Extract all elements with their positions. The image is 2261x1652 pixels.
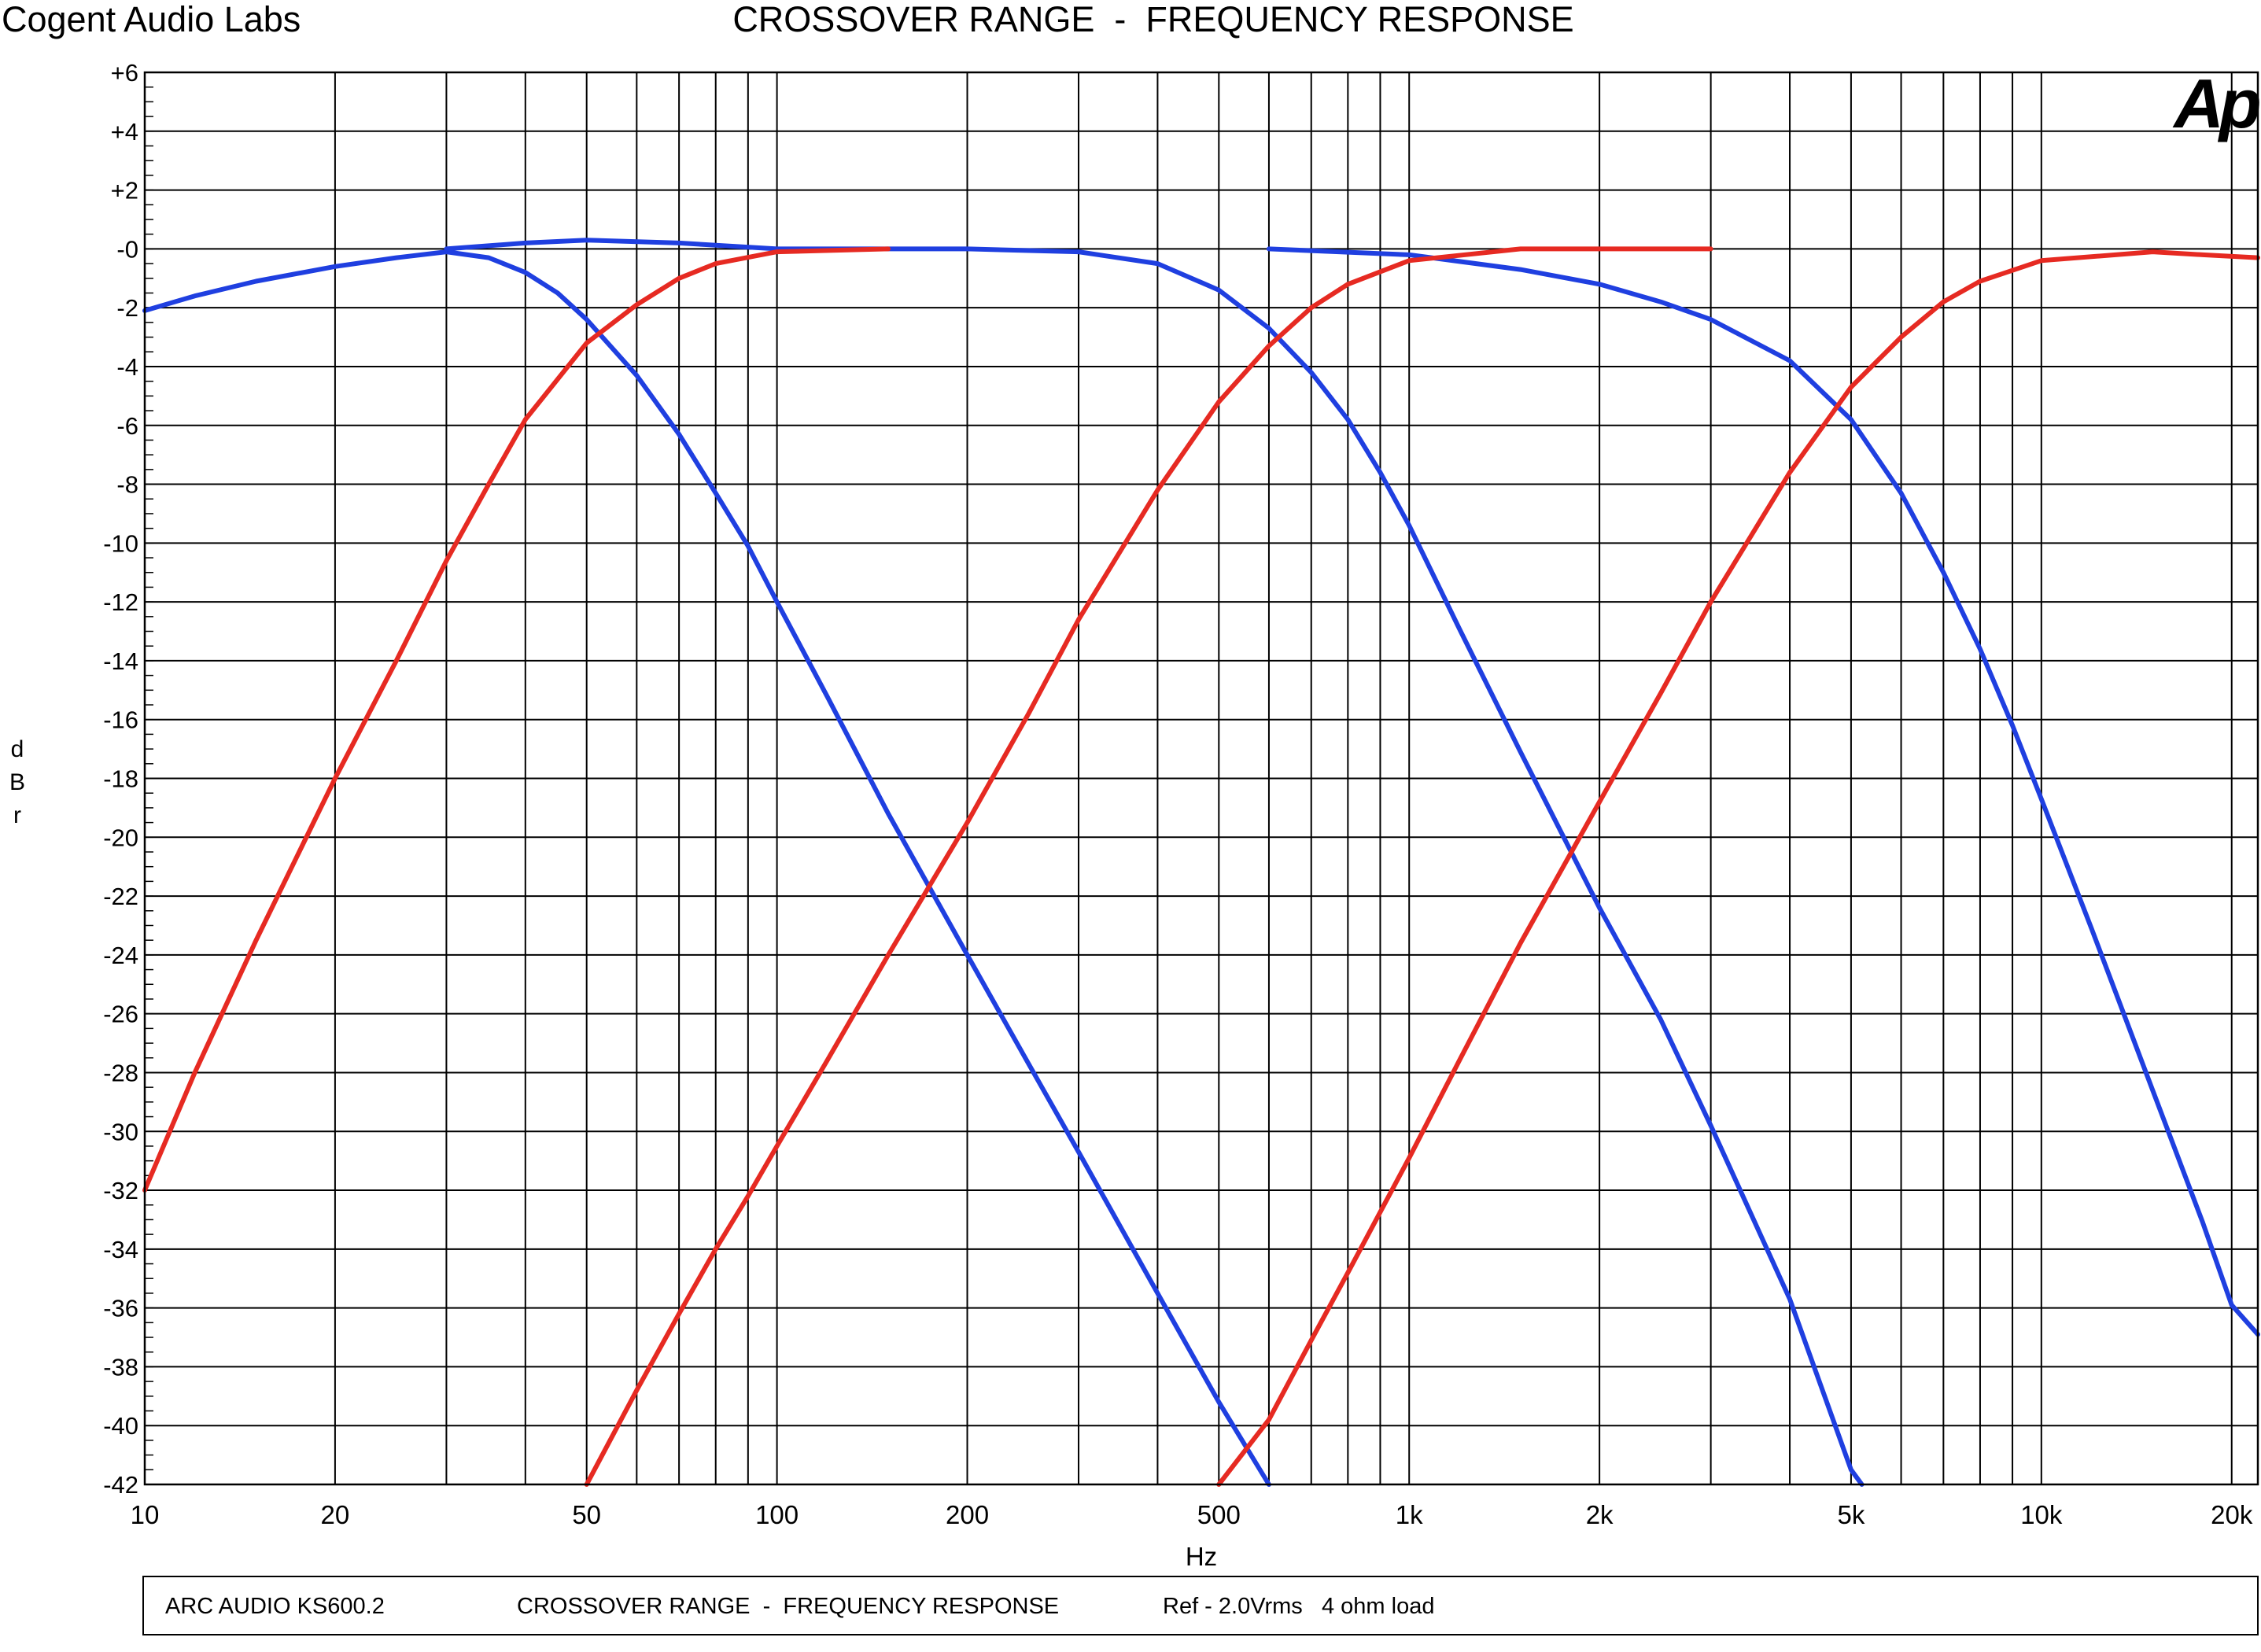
- x-tick-label: 10k: [2020, 1500, 2063, 1529]
- series-line-5: [584, 246, 1713, 1487]
- y-tick-label: +2: [111, 177, 138, 205]
- y-tick-label: -2: [116, 294, 138, 322]
- x-tick-label: 200: [946, 1500, 989, 1529]
- y-axis-label-char: r: [13, 802, 21, 828]
- footer-model: ARC AUDIO KS600.2: [165, 1594, 385, 1619]
- y-tick-label: +4: [111, 118, 138, 146]
- footer-reference: Ref - 2.0Vrms 4 ohm load: [1163, 1594, 1434, 1619]
- chart-title: CROSSOVER RANGE - FREQUENCY RESPONSE: [732, 0, 1573, 39]
- y-tick-label: -36: [103, 1295, 138, 1322]
- x-tick-label: 20k: [2211, 1500, 2253, 1529]
- y-tick-label: -30: [103, 1118, 138, 1145]
- y-tick-label: +6: [111, 59, 138, 87]
- y-tick-label: -4: [116, 353, 138, 381]
- x-tick-label: 1k: [1396, 1500, 1423, 1529]
- x-tick-label: 20: [321, 1500, 350, 1529]
- y-tick-label: -38: [103, 1353, 138, 1381]
- y-tick-label: -42: [103, 1471, 138, 1499]
- y-tick-label: -22: [103, 883, 138, 910]
- y-tick-label: -24: [103, 942, 138, 969]
- x-tick-label: 100: [755, 1500, 799, 1529]
- y-tick-label: -32: [103, 1177, 138, 1204]
- series-line-6: [1216, 249, 2260, 1487]
- x-tick-labels: 10 20 50 100 200 500 1k 2k 5k 10k 20k: [131, 1500, 2253, 1529]
- y-tick-label: -26: [103, 1001, 138, 1028]
- y-tick-label: -20: [103, 824, 138, 851]
- series-line-4: [142, 246, 891, 1193]
- y-axis-label-char: d: [11, 736, 24, 762]
- series-line-1: [142, 249, 1271, 1487]
- y-tick-label: -16: [103, 706, 138, 734]
- y-axis-label-char: B: [9, 769, 25, 795]
- footer-box: [142, 1576, 2259, 1635]
- y-tick-label: -18: [103, 765, 138, 793]
- plot-frame: [143, 71, 2259, 1486]
- company-name: Cogent Audio Labs: [2, 0, 301, 39]
- y-tick-label: -6: [116, 412, 138, 440]
- x-tick-label: 50: [572, 1500, 601, 1529]
- y-tick-label: -34: [103, 1236, 138, 1263]
- footer-description: CROSSOVER RANGE - FREQUENCY RESPONSE: [517, 1594, 1059, 1619]
- x-tick-label: 2k: [1586, 1500, 1614, 1529]
- series-line-3: [1266, 246, 2260, 1337]
- y-tick-label: -14: [103, 647, 138, 675]
- y-tick-labels: +6 +4 +2 -0 -2 -4 -6 -8 -10 -12 -14 -16 -18 -20 -22 -24…: [103, 59, 138, 1499]
- y-tick-label: -10: [103, 529, 138, 557]
- y-tick-label: -40: [103, 1412, 138, 1440]
- series-layer: [142, 238, 2260, 1487]
- x-tick-label: 5k: [1837, 1500, 1864, 1529]
- x-axis-label: Hz: [1186, 1542, 1217, 1571]
- y-tick-label: -0: [116, 235, 138, 263]
- y-tick-label: -28: [103, 1059, 138, 1086]
- x-tick-label: 10: [131, 1500, 160, 1529]
- y-tick-label: -8: [116, 471, 138, 499]
- ap-logo: Ap: [2172, 65, 2259, 142]
- y-axis-label: dBr: [9, 736, 25, 828]
- series-line-2: [444, 238, 1864, 1487]
- y-tick-label: -12: [103, 588, 138, 616]
- x-tick-label: 500: [1197, 1500, 1241, 1529]
